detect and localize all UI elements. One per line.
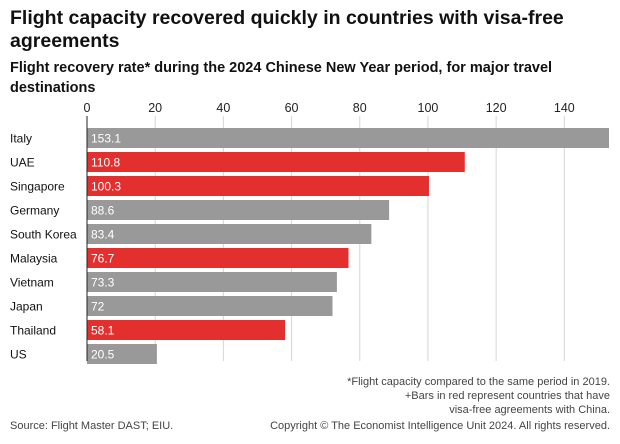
value-label: 20.5 — [91, 348, 115, 362]
value-label: 153.1 — [91, 132, 121, 146]
category-label: Malaysia — [10, 252, 58, 266]
x-tick-label: 40 — [216, 101, 230, 115]
value-label: 58.1 — [91, 324, 115, 338]
x-tick-label: 0 — [84, 101, 91, 115]
category-label: Italy — [10, 132, 32, 146]
category-label: South Korea — [10, 228, 77, 242]
category-labels: Italy UAE Singapore Germany South Korea Malay… — [10, 132, 77, 362]
x-tick-label: 60 — [285, 101, 299, 115]
bar-germany — [87, 200, 390, 220]
category-label: UAE — [10, 156, 35, 170]
footnote-line-1: *Flight capacity compared to the same pe… — [347, 376, 610, 388]
copyright-note: Copyright © The Economist Intelligence U… — [270, 420, 610, 432]
x-tick-label: 120 — [486, 101, 507, 115]
chart-title: Flight capacity recovered quickly in cou… — [10, 7, 564, 52]
source-note: Source: Flight Master DAST; EIU. — [10, 420, 174, 432]
category-label: Thailand — [10, 324, 56, 338]
x-tick-label: 100 — [418, 101, 439, 115]
value-label: 83.4 — [91, 228, 115, 242]
bar-us — [87, 344, 157, 364]
footnote-line-2: +Bars in red represent countries that ha… — [404, 390, 610, 402]
x-tick-label: 20 — [148, 101, 162, 115]
value-label: 100.3 — [91, 180, 121, 194]
footnote: *Flight capacity compared to the same pe… — [210, 375, 610, 417]
category-label: Vietnam — [10, 276, 54, 290]
category-label: Singapore — [10, 180, 65, 194]
value-label: 110.8 — [91, 156, 120, 170]
value-labels: 153.1 110.8 100.3 88.6 83.4 76.7 73.3 72 58.1 20.… — [91, 132, 121, 362]
bar-japan — [87, 296, 333, 316]
bars — [87, 128, 609, 364]
chart-subtitle: Flight recovery rate* during the 2024 Ch… — [10, 60, 553, 96]
footnote-line-3: visa-free agreements with China. — [449, 404, 610, 416]
value-label: 73.3 — [91, 276, 115, 290]
value-label: 72 — [91, 300, 105, 314]
category-label: Germany — [10, 204, 59, 218]
bar-singapore — [87, 176, 429, 196]
category-label: US — [10, 348, 27, 362]
category-label: Japan — [10, 300, 43, 314]
value-label: 76.7 — [91, 252, 115, 266]
bar-thailand — [87, 320, 286, 340]
bar-vietnam — [87, 272, 337, 292]
x-axis-ticks: 0 20 40 60 80 100 120 140 — [84, 101, 575, 115]
x-tick-label: 80 — [353, 101, 367, 115]
bar-uae — [87, 152, 465, 172]
bar-malaysia — [87, 248, 349, 268]
bar-chart: 0 20 40 60 80 100 120 140 Italy UAE Singapore Germ… — [10, 101, 609, 364]
x-tick-label: 140 — [554, 101, 575, 115]
bar-south-korea — [87, 224, 372, 244]
value-label: 88.6 — [91, 204, 115, 218]
bar-italy — [87, 128, 609, 148]
